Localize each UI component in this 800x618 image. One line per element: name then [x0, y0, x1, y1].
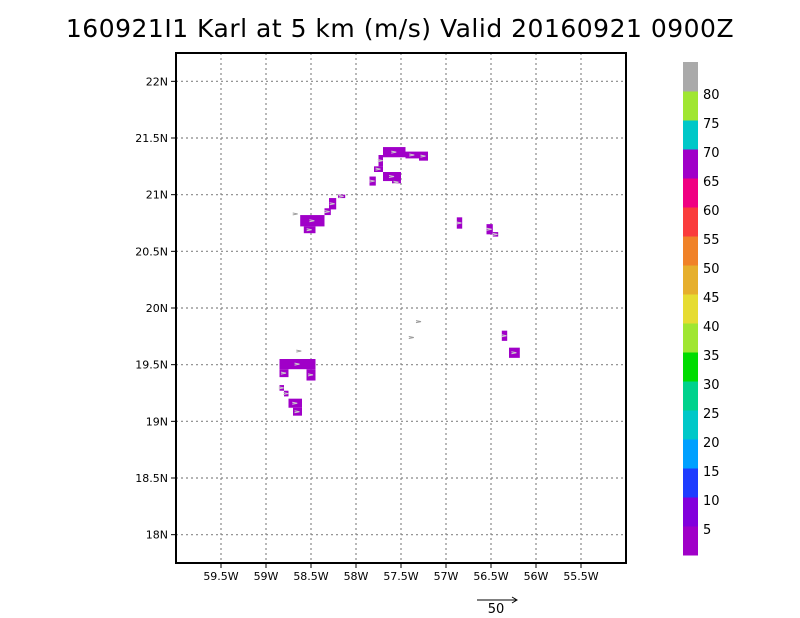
- colorbar-label: 65: [703, 175, 720, 190]
- x-axis: 59.5W 59W 58.5W 58W 57.5W 57W 56.5W 56W 55.5W: [203, 563, 599, 583]
- colorbar-label: 75: [703, 117, 720, 132]
- y-tick-label: 21N: [146, 189, 168, 202]
- wind-vector: [388, 175, 395, 179]
- x-tick-label: 58W: [344, 570, 369, 583]
- colorbar-label: 5: [703, 523, 711, 538]
- y-tick-label: 20.5N: [135, 245, 168, 258]
- colorbar-swatch: [683, 526, 698, 556]
- colorbar-label: 20: [703, 436, 720, 451]
- wind-vector: [283, 392, 289, 396]
- colorbar-swatch: [683, 468, 698, 498]
- wind-vector: [492, 232, 498, 236]
- colorbar-label: 30: [703, 378, 720, 393]
- wind-vector: [511, 351, 517, 355]
- x-tick-label: 56W: [524, 570, 549, 583]
- x-tick-label: 59W: [254, 570, 279, 583]
- wind-vector: [306, 228, 312, 232]
- wind-vector: [369, 179, 375, 183]
- colorbar-label: 45: [703, 291, 720, 306]
- wind-vector: [486, 227, 492, 231]
- x-tick-label: 57W: [434, 570, 459, 583]
- wind-vector: [338, 194, 344, 198]
- wind-vector: [309, 219, 315, 223]
- colorbar-swatch: [683, 62, 698, 92]
- colorbar-swatch: [683, 91, 698, 121]
- colorbar-swatch: [683, 236, 698, 266]
- wind-vector: [393, 180, 399, 184]
- colorbar-swatch: [683, 265, 698, 295]
- colorbar-swatch: [683, 178, 698, 208]
- colorbar-swatch: [683, 120, 698, 150]
- colorbar-swatch: [683, 410, 698, 440]
- wind-vector: [501, 334, 507, 338]
- x-tick-label: 58.5W: [293, 570, 328, 583]
- y-axis: 18N 18.5N 19N 19.5N 20N 20.5N 21N 21.5N 22N: [135, 75, 176, 542]
- wind-vector: [375, 167, 381, 171]
- colorbar-label: 35: [703, 349, 720, 364]
- wind-vector: [377, 159, 383, 163]
- reference-vector: 50: [477, 596, 518, 617]
- wind-vector: [296, 349, 302, 353]
- x-tick-label: 59.5W: [203, 570, 238, 583]
- wind-vector: [294, 410, 300, 414]
- colorbar-swatch: [683, 439, 698, 469]
- wind-vector: [292, 212, 298, 216]
- wind-vectors: [278, 150, 517, 414]
- colorbar-label: 50: [703, 262, 720, 277]
- colorbar-swatch: [683, 149, 698, 179]
- colorbar-swatch: [683, 381, 698, 411]
- wind-vector: [408, 335, 414, 339]
- wind-vector: [307, 373, 314, 377]
- y-tick-label: 19.5N: [135, 359, 168, 372]
- colorbar-label: 70: [703, 146, 720, 161]
- wind-vector: [456, 221, 462, 225]
- wind-vector: [278, 386, 284, 390]
- colorbar-label: 60: [703, 204, 720, 219]
- gridlines: [176, 53, 626, 563]
- colorbar-label: 15: [703, 465, 720, 480]
- colorbar-swatch: [683, 294, 698, 324]
- wind-vector: [415, 320, 422, 324]
- y-tick-label: 19N: [146, 415, 168, 428]
- colorbar-label: 10: [703, 494, 720, 509]
- wind-vector: [409, 153, 415, 157]
- y-tick-label: 21.5N: [135, 132, 168, 145]
- y-tick-label: 18N: [146, 529, 168, 542]
- y-tick-label: 18.5N: [135, 472, 168, 485]
- y-tick-label: 20N: [146, 302, 168, 315]
- reference-vector-label: 50: [488, 602, 505, 617]
- wind-vector: [329, 202, 335, 206]
- x-tick-label: 56.5W: [473, 570, 508, 583]
- colorbar-swatch: [683, 207, 698, 237]
- colorbar-swatch: [683, 352, 698, 382]
- x-tick-label: 57.5W: [383, 570, 418, 583]
- wind-vector: [294, 362, 300, 366]
- colorbar-label: 55: [703, 233, 720, 248]
- wind-vector: [391, 150, 397, 154]
- colorbar-swatch: [683, 497, 698, 527]
- wind-vector: [292, 401, 298, 405]
- reference-arrowhead: [511, 596, 518, 604]
- colorbar-label: 25: [703, 407, 720, 422]
- colorbar-swatch: [683, 323, 698, 353]
- wind-vector: [420, 154, 426, 158]
- wind-vector: [324, 210, 330, 214]
- wind-cells: [279, 147, 520, 416]
- x-tick-label: 55.5W: [563, 570, 598, 583]
- colorbar: 5 10 15 20 25 30 35 40 45 50 55 60 65 70 75 80: [683, 62, 720, 556]
- wind-vector: [280, 371, 287, 375]
- colorbar-label: 40: [703, 320, 720, 335]
- chart-title: 160921I1 Karl at 5 km (m/s) Valid 201609…: [65, 14, 735, 43]
- colorbar-label: 80: [703, 88, 720, 103]
- y-tick-label: 22N: [146, 75, 168, 88]
